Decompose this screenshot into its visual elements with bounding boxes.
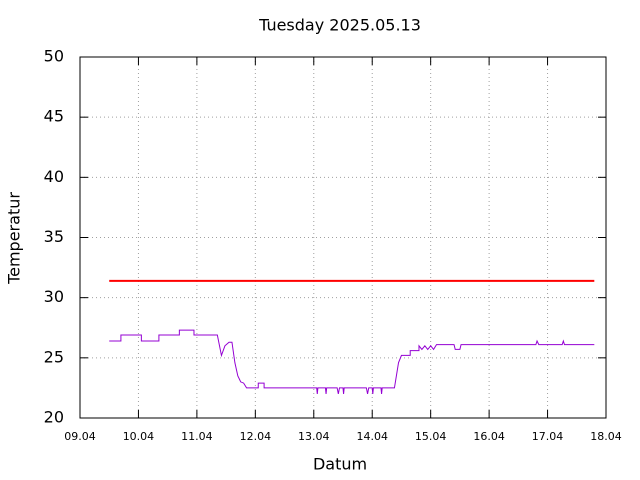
x-tick-label: 15.04 bbox=[415, 430, 447, 443]
y-tick-label: 35 bbox=[44, 227, 64, 246]
y-tick-label: 25 bbox=[44, 347, 64, 366]
x-tick-label: 10.04 bbox=[123, 430, 155, 443]
x-axis-label: Datum bbox=[313, 455, 367, 474]
x-tick-label: 18.04 bbox=[590, 430, 622, 443]
chart-title: Tuesday 2025.05.13 bbox=[258, 16, 421, 35]
plot-frame bbox=[79, 56, 607, 419]
x-tick-label: 17.04 bbox=[532, 430, 564, 443]
x-tick-label: 16.04 bbox=[473, 430, 505, 443]
series-line bbox=[109, 329, 595, 395]
y-tick-label: 45 bbox=[44, 107, 64, 126]
y-tick-label: 30 bbox=[44, 287, 64, 306]
y-tick-label: 50 bbox=[44, 47, 64, 66]
y-axis-label: Temperatur bbox=[5, 192, 24, 285]
y-tick-label: 40 bbox=[44, 167, 64, 186]
y-tick-label: 20 bbox=[44, 408, 64, 427]
x-tick-label: 14.04 bbox=[356, 430, 388, 443]
x-tick-label: 09.04 bbox=[64, 430, 96, 443]
x-tick-label: 12.04 bbox=[240, 430, 272, 443]
x-tick-label: 13.04 bbox=[298, 430, 330, 443]
x-tick-label: 11.04 bbox=[181, 430, 213, 443]
